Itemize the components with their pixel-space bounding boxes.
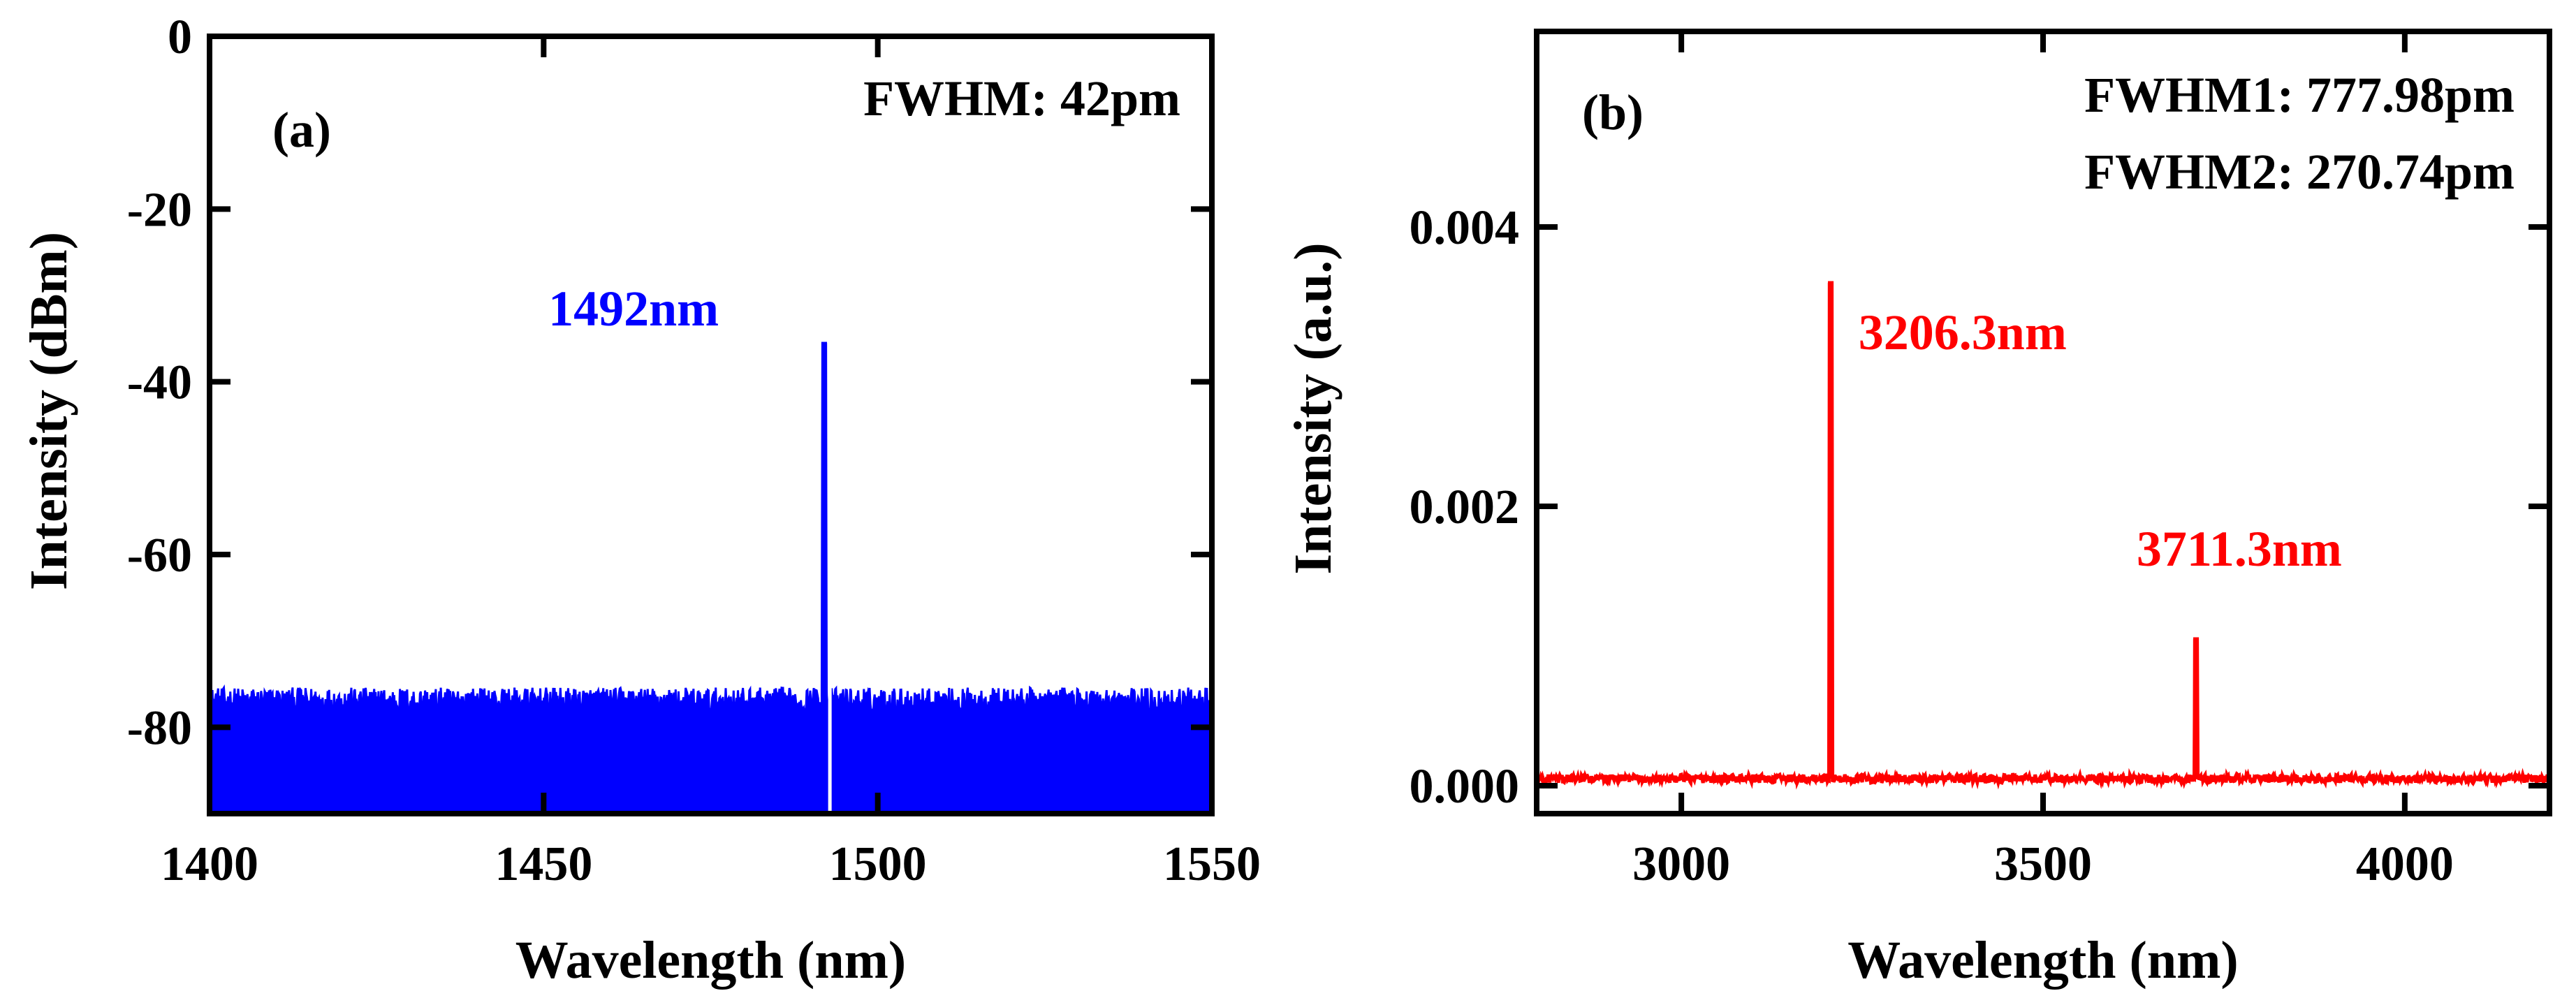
y-tick-label: 0.000 <box>1410 760 1520 814</box>
y-tick-label: 0 <box>168 10 192 64</box>
panel-b-label: (b) <box>1582 85 1644 140</box>
panel-a-y-axis-label: Intensity (dBm) <box>20 232 78 590</box>
x-tick-label: 1500 <box>829 837 927 891</box>
x-tick-label: 1550 <box>1163 837 1261 891</box>
x-tick-label: 1450 <box>495 837 592 891</box>
x-tick-label: 1400 <box>161 837 258 891</box>
panel-b-fwhm1: FWHM1: 777.98pm <box>2084 67 2515 123</box>
peak-label-b-1: 3711.3nm <box>2137 521 2342 577</box>
panel-b-spectrum-group: 3206.3nm 3711.3nm <box>1535 281 2552 790</box>
panel-b-y-axis-label: Intensity (a.u.) <box>1284 242 1342 574</box>
x-tick-label: 3000 <box>1632 837 1730 891</box>
y-tick-label: 0.004 <box>1410 201 1520 255</box>
panel-a-spectrum-fill <box>208 342 1213 815</box>
panel-b-fwhm2: FWHM2: 270.74pm <box>2084 144 2515 200</box>
panel-a-spectrum-group: 1492nm <box>208 281 1213 815</box>
panel-a-frame <box>207 34 1215 816</box>
y-tick-label: -20 <box>127 183 192 237</box>
x-tick-label: 3500 <box>1994 837 2092 891</box>
panel-b-ticks: 3000 3500 4000 0.000 0.002 0.004 <box>1410 31 2549 891</box>
peak-label-b-0: 3206.3nm <box>1859 304 2067 360</box>
panel-a-ticks: 1400 1450 1500 1550 0 -20 -40 -60 -80 <box>127 10 1261 891</box>
panel-b-spectrum-line <box>1535 281 2552 790</box>
panel-b-x-axis-label: Wavelength (nm) <box>1847 931 2238 990</box>
x-tick-label: 4000 <box>2356 837 2454 891</box>
panel-a-fwhm: FWHM: 42pm <box>863 71 1180 126</box>
panel-b: 3206.3nm 3711.3nm 3000 3500 4000 0.000 0.002 0… <box>1284 29 2552 990</box>
panel-a-x-axis-label: Wavelength (nm) <box>515 931 906 990</box>
y-tick-label: 0.002 <box>1410 480 1520 534</box>
panel-a-label: (a) <box>272 102 331 158</box>
peak-label-a-0: 1492nm <box>548 281 719 337</box>
y-tick-label: -60 <box>127 529 192 582</box>
panel-a: 1492nm 1400 1450 1500 1550 0 -20 -40 -60 -80 (a)… <box>20 10 1261 990</box>
y-tick-label: -80 <box>127 701 192 755</box>
y-tick-label: -40 <box>127 356 192 410</box>
